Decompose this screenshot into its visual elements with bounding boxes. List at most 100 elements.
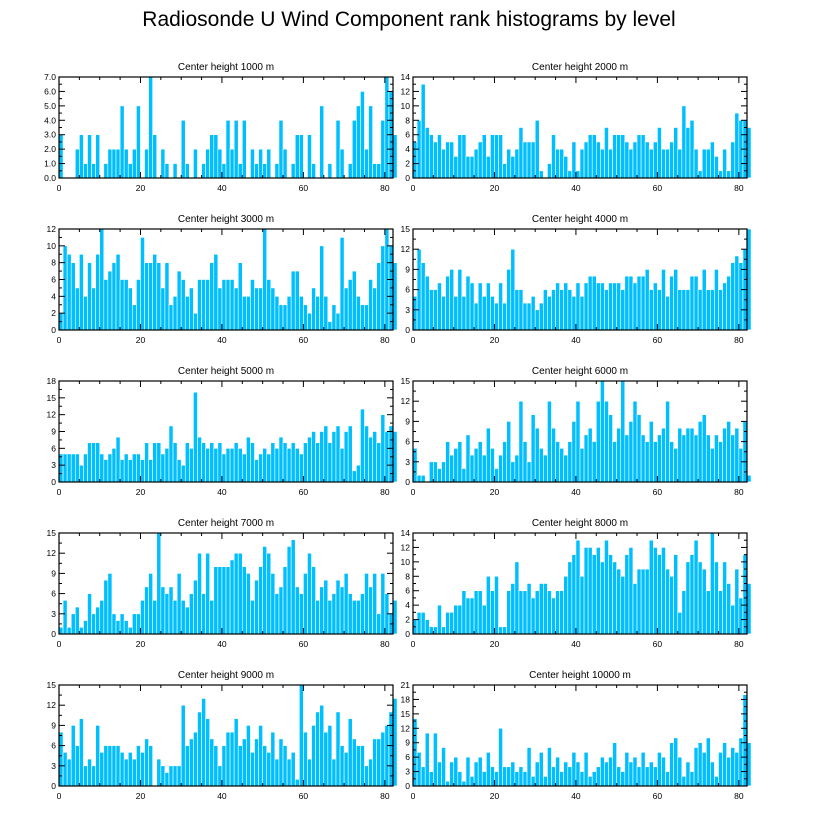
bar <box>518 289 524 331</box>
bar <box>567 170 573 179</box>
y-tick-label: 12 <box>401 86 411 96</box>
bar <box>254 459 259 483</box>
bar <box>360 91 365 179</box>
bar <box>522 590 528 635</box>
bar <box>705 148 711 179</box>
bar <box>579 448 585 483</box>
bar <box>144 148 149 179</box>
bar <box>693 539 699 635</box>
bar <box>587 776 593 787</box>
y-tick-label: 1.0 <box>44 159 56 169</box>
bar <box>714 776 719 787</box>
x-tick-label: 60 <box>653 639 663 649</box>
y-tick-label: 8 <box>405 115 410 125</box>
bar <box>640 275 646 331</box>
bar <box>237 163 243 179</box>
bar <box>368 105 373 179</box>
bar <box>685 427 691 483</box>
bar <box>494 134 499 179</box>
bar <box>356 296 361 331</box>
bar <box>299 296 304 331</box>
bar <box>579 296 585 331</box>
bar <box>152 442 158 483</box>
bar <box>555 590 560 635</box>
bar <box>734 752 740 787</box>
bar <box>164 593 170 635</box>
bar <box>547 747 552 787</box>
bar <box>746 127 752 179</box>
bar <box>449 141 455 179</box>
bar <box>241 566 247 635</box>
bar <box>567 766 573 787</box>
bar <box>282 745 288 787</box>
bar <box>351 119 357 179</box>
bar <box>526 461 532 483</box>
bar <box>217 148 223 179</box>
x-tick-label: 20 <box>136 335 146 345</box>
y-tick-label: 12 <box>401 244 411 254</box>
bar <box>221 566 227 635</box>
bar <box>307 134 312 179</box>
y-tick-label: 10 <box>401 101 411 111</box>
y-tick-label: 6 <box>51 741 56 751</box>
bar <box>677 148 683 179</box>
bar <box>315 296 320 331</box>
bar <box>205 279 211 331</box>
bar <box>465 434 471 483</box>
bar <box>481 134 487 179</box>
x-tick-label: 60 <box>299 487 309 497</box>
bar <box>718 289 723 331</box>
bar <box>327 442 333 483</box>
bar <box>591 554 597 635</box>
bar <box>115 745 121 787</box>
x-tick-label: 0 <box>411 335 416 345</box>
bar <box>111 148 117 179</box>
bar <box>705 737 711 787</box>
bar <box>197 552 202 635</box>
y-tick-label: 3 <box>51 460 56 470</box>
x-tick-label: 80 <box>380 791 390 801</box>
bar <box>119 752 125 787</box>
bar <box>311 163 316 179</box>
bar <box>465 275 471 331</box>
bar <box>657 752 662 787</box>
bar <box>319 586 325 635</box>
bar <box>746 228 752 331</box>
bar <box>262 228 268 331</box>
bar <box>477 441 483 483</box>
bar <box>58 626 64 635</box>
bar <box>164 448 170 483</box>
bar <box>648 421 654 483</box>
y-tick-label: 9 <box>51 568 56 578</box>
y-tick-label: 0 <box>405 629 410 639</box>
bar <box>294 448 300 483</box>
bar <box>384 725 390 787</box>
bar <box>176 270 182 331</box>
bar <box>510 761 516 787</box>
bar <box>62 453 68 483</box>
bar <box>254 163 259 179</box>
bar <box>229 148 235 179</box>
bar <box>547 400 552 483</box>
bar <box>327 321 333 331</box>
bar <box>250 442 255 483</box>
bar <box>140 237 145 331</box>
panel-8: Center height 8000 m 0 20 40 60 80 0 2 4 6 8 10 12 14 <box>401 518 752 649</box>
bar <box>608 756 613 787</box>
bar <box>661 756 666 787</box>
bar <box>490 296 495 331</box>
bar <box>74 287 80 331</box>
bar <box>665 771 670 787</box>
bar <box>339 745 345 787</box>
y-tick-label: 4.0 <box>44 115 56 125</box>
bar <box>83 163 88 179</box>
bar <box>193 579 198 635</box>
bar <box>368 758 373 787</box>
bar <box>152 600 158 635</box>
bar <box>148 459 153 483</box>
x-tick-label: 20 <box>490 639 500 649</box>
bar <box>368 436 373 483</box>
bar <box>144 738 149 787</box>
bar <box>624 434 630 483</box>
bar <box>657 127 662 179</box>
